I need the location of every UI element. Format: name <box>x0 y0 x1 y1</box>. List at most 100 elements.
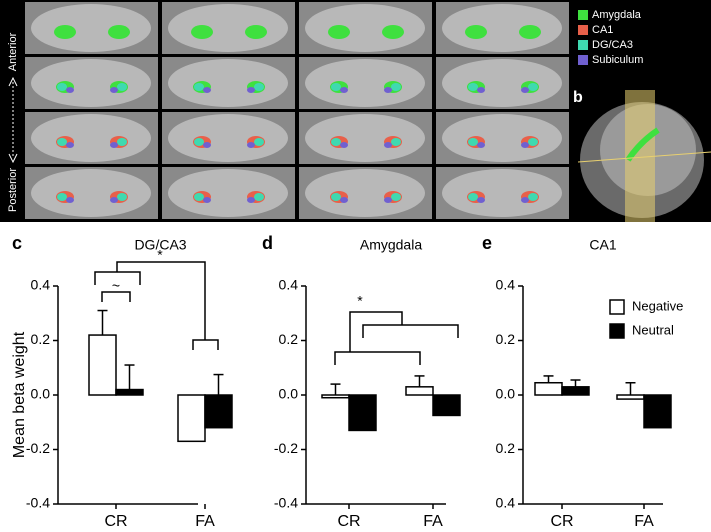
slice-tissue <box>31 169 151 217</box>
region <box>254 83 264 91</box>
chart-title: DG/CA3 <box>134 237 186 253</box>
region <box>117 83 127 91</box>
significance-bracket <box>101 291 131 302</box>
annotation: ~ <box>112 278 120 294</box>
region <box>110 142 118 148</box>
region <box>331 193 341 201</box>
region <box>521 87 529 93</box>
bar <box>534 381 563 396</box>
region <box>117 193 127 201</box>
y-tick-label: 0.0 <box>31 386 51 402</box>
annotation: * <box>157 247 163 263</box>
legend-swatch <box>578 55 588 65</box>
region <box>391 138 401 146</box>
region <box>328 25 350 39</box>
region <box>384 142 392 148</box>
x-tick-label: CR <box>337 513 360 530</box>
slice-tissue <box>31 4 151 52</box>
region <box>521 142 529 148</box>
chart-title: Amygdala <box>360 237 422 253</box>
region <box>108 25 130 39</box>
region <box>254 193 264 201</box>
slice-tissue <box>442 59 562 107</box>
slice-tissue <box>168 59 288 107</box>
region <box>519 25 541 39</box>
region <box>247 197 255 203</box>
bar <box>432 394 461 417</box>
slice-tissue <box>305 59 425 107</box>
axis-label: Anterior <box>7 32 19 71</box>
region <box>528 138 538 146</box>
slice-tissue <box>305 4 425 52</box>
region <box>384 87 392 93</box>
region <box>331 138 341 146</box>
y-tick-label: 0.2 <box>496 331 516 347</box>
region <box>57 138 67 146</box>
y-tick-label: 0.2 <box>31 331 51 347</box>
slice-tissue <box>168 114 288 162</box>
significance-bracket <box>334 351 421 365</box>
region <box>203 142 211 148</box>
panel-letter: e <box>482 233 492 253</box>
legend-label: Amygdala <box>592 9 642 21</box>
slice-tissue <box>168 169 288 217</box>
legend-label: Subiculum <box>592 54 643 66</box>
region <box>194 138 204 146</box>
x-tick-label: CR <box>104 513 127 530</box>
region <box>340 197 348 203</box>
y-tick-label: 0.4 <box>31 277 51 293</box>
legend-swatch <box>609 323 625 339</box>
region <box>191 25 213 39</box>
y-tick-label: 0.0 <box>279 386 299 402</box>
bar <box>321 394 350 399</box>
legend-label: Neutral <box>632 322 674 337</box>
chart-title: CA1 <box>589 237 616 253</box>
panel-letter: d <box>262 233 273 253</box>
region <box>384 197 392 203</box>
region <box>194 193 204 201</box>
region <box>391 83 401 91</box>
region <box>66 142 74 148</box>
y-tick-label: -0.4 <box>26 495 50 511</box>
y-tick-label: 0.4 <box>496 277 516 293</box>
region <box>340 142 348 148</box>
region <box>528 193 538 201</box>
region <box>57 193 67 201</box>
legend-label: DG/CA3 <box>592 39 633 51</box>
slice-tissue <box>305 114 425 162</box>
y-tick-label: -0.2 <box>26 440 50 456</box>
slice-tissue <box>442 4 562 52</box>
region <box>247 142 255 148</box>
region <box>66 87 74 93</box>
x-tick-label: FA <box>423 513 443 530</box>
y-tick-label: 0.0 <box>496 386 516 402</box>
slice-tissue <box>442 114 562 162</box>
y-tick-label: 0.4 <box>496 495 516 511</box>
y-tick-label: -0.4 <box>274 495 298 511</box>
slice-tissue <box>168 4 288 52</box>
region <box>465 25 487 39</box>
region <box>117 138 127 146</box>
slice-tissue <box>442 169 562 217</box>
panel-letter: b <box>573 89 583 106</box>
significance-bracket <box>116 261 206 340</box>
slice-tissue <box>31 114 151 162</box>
legend-swatch <box>578 40 588 50</box>
arrow-heads <box>8 76 18 164</box>
region <box>468 83 478 91</box>
bar <box>348 394 377 432</box>
region <box>110 197 118 203</box>
bar <box>405 386 434 396</box>
region <box>110 87 118 93</box>
legend-label: CA1 <box>592 24 613 36</box>
region <box>331 83 341 91</box>
panel-letter: a <box>8 3 17 20</box>
x-tick-label: CR <box>550 513 573 530</box>
region <box>477 197 485 203</box>
y-tick-label: 0.4 <box>279 277 299 293</box>
slice-tissue <box>31 59 151 107</box>
y-axis-label: Mean beta weight <box>11 331 28 458</box>
bar <box>616 394 645 400</box>
region <box>340 87 348 93</box>
